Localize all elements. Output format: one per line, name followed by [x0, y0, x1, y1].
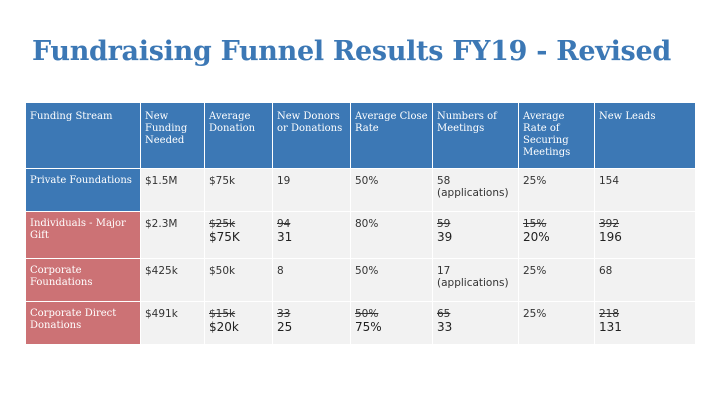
- table-cell: $25k $75K: [204, 211, 273, 259]
- funnel-results-table: Funding Stream New Funding Needed Averag…: [25, 102, 696, 345]
- table-cell: 59 39: [432, 211, 519, 259]
- table-cell: 33 25: [272, 301, 351, 345]
- header-new-donors: New Donors or Donations: [272, 102, 351, 169]
- struck-original-value: 218: [599, 308, 620, 320]
- table-cell: $491k: [140, 301, 205, 345]
- table-cell: 25%: [518, 168, 595, 212]
- struck-original-value: 15%: [523, 218, 547, 230]
- revised-value: 39: [437, 230, 453, 244]
- struck-original-value: $25k: [209, 218, 236, 230]
- table-cell: 58 (applications): [432, 168, 519, 212]
- revised-value: 25: [277, 320, 293, 334]
- table-cell: 392 196: [594, 211, 696, 259]
- table-cell: 8: [272, 258, 351, 302]
- header-new-funding-needed: New Funding Needed: [140, 102, 205, 169]
- funding-stream-cell: Corporate Direct Donations: [25, 301, 141, 345]
- header-rate-securing-meetings: Average Rate of Securing Meetings: [518, 102, 595, 169]
- table-cell: 25%: [518, 258, 595, 302]
- table-cell: 80%: [350, 211, 433, 259]
- header-row: Funding Stream New Funding Needed Averag…: [25, 102, 696, 169]
- revised-value: 75%: [355, 320, 382, 334]
- struck-original-value: 392: [599, 218, 620, 230]
- table-header: Funding Stream New Funding Needed Averag…: [25, 102, 696, 169]
- table-cell: $2.3M: [140, 211, 205, 259]
- table-cell: 25%: [518, 301, 595, 345]
- revised-value: 196: [599, 230, 622, 244]
- table-cell: 154: [594, 168, 696, 212]
- funding-stream-cell: Private Foundations: [25, 168, 141, 212]
- struck-original-value: $15k: [209, 308, 236, 320]
- table-cell: 19: [272, 168, 351, 212]
- funding-stream-cell: Individuals - Major Gift: [25, 211, 141, 259]
- table-body: Private Foundations $1.5M $75k 19 50% 58 (app…: [25, 168, 696, 345]
- struck-original-value: 33: [277, 308, 291, 320]
- table-cell: 94 31: [272, 211, 351, 259]
- slide-title: Fundraising Funnel Results FY19 - Revise…: [32, 36, 671, 67]
- revised-value: 31: [277, 230, 293, 244]
- table-cell: 218 131: [594, 301, 696, 345]
- revised-value: 20%: [523, 230, 550, 244]
- header-average-donation: Average Donation: [204, 102, 273, 169]
- header-new-leads: New Leads: [594, 102, 696, 169]
- table-row: Corporate Direct Donations $491k $15k $20k 3…: [25, 301, 696, 345]
- revised-value: 131: [599, 320, 622, 334]
- struck-original-value: 50%: [355, 308, 379, 320]
- table-cell: $50k: [204, 258, 273, 302]
- header-average-close-rate: Average Close Rate: [350, 102, 433, 169]
- table-row: Individuals - Major Gift $2.3M $25k $75K 94 3…: [25, 211, 696, 259]
- table-row: Corporate Foundations $425k $50k 8 50% 17 (ap…: [25, 258, 696, 302]
- struck-original-value: 59: [437, 218, 451, 230]
- table-cell: 17 (applications): [432, 258, 519, 302]
- table-cell: 50% 75%: [350, 301, 433, 345]
- revised-value: $75K: [209, 230, 240, 244]
- header-numbers-of-meetings: Numbers of Meetings: [432, 102, 519, 169]
- header-funding-stream: Funding Stream: [25, 102, 141, 169]
- funding-stream-cell: Corporate Foundations: [25, 258, 141, 302]
- table-cell: 68: [594, 258, 696, 302]
- table-row: Private Foundations $1.5M $75k 19 50% 58 (app…: [25, 168, 696, 212]
- table-cell: 50%: [350, 258, 433, 302]
- revised-value: 33: [437, 320, 453, 334]
- table-cell: $1.5M: [140, 168, 205, 212]
- table-cell: $425k: [140, 258, 205, 302]
- revised-value: $20k: [209, 320, 239, 334]
- table-cell: $75k: [204, 168, 273, 212]
- struck-original-value: 94: [277, 218, 291, 230]
- table-cell: 15% 20%: [518, 211, 595, 259]
- struck-original-value: 65: [437, 308, 451, 320]
- table-cell: $15k $20k: [204, 301, 273, 345]
- table-cell: 65 33: [432, 301, 519, 345]
- table-cell: 50%: [350, 168, 433, 212]
